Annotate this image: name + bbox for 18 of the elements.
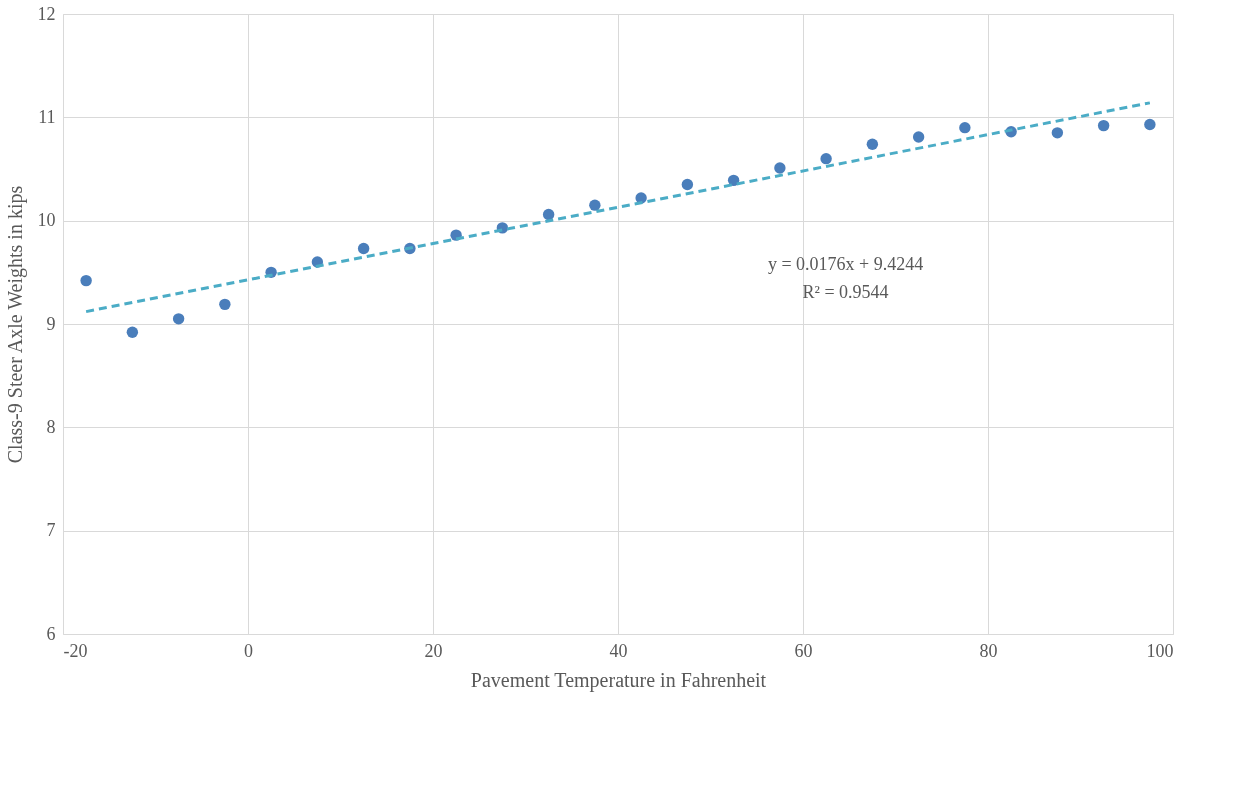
annotation: y = 0.0176x + 9.4244 <box>767 254 924 275</box>
y-axis-title: Class-9 Steer Axle Weights in kips <box>3 185 27 464</box>
x-tick-label: 20 <box>424 640 443 661</box>
x-tick-label: 40 <box>609 640 628 661</box>
y-tick-label: 7 <box>46 520 56 541</box>
y-tick-label: 12 <box>37 3 56 24</box>
x-tick-label: 60 <box>794 640 813 661</box>
x-tick-label: 80 <box>979 640 998 661</box>
y-tick-label: 6 <box>46 623 56 644</box>
y-tick-label: 9 <box>46 313 56 334</box>
x-axis-title: Pavement Temperature in Fahrenheit <box>470 668 767 692</box>
annotation: R² = 0.9544 <box>802 282 889 303</box>
y-tick-label: 8 <box>46 416 56 437</box>
y-tick-label: 11 <box>38 106 56 127</box>
x-tick-label: 0 <box>244 640 253 661</box>
x-tick-label: 100 <box>1146 640 1174 661</box>
x-tick-label: -20 <box>63 640 88 661</box>
y-tick-label: 10 <box>37 210 56 231</box>
